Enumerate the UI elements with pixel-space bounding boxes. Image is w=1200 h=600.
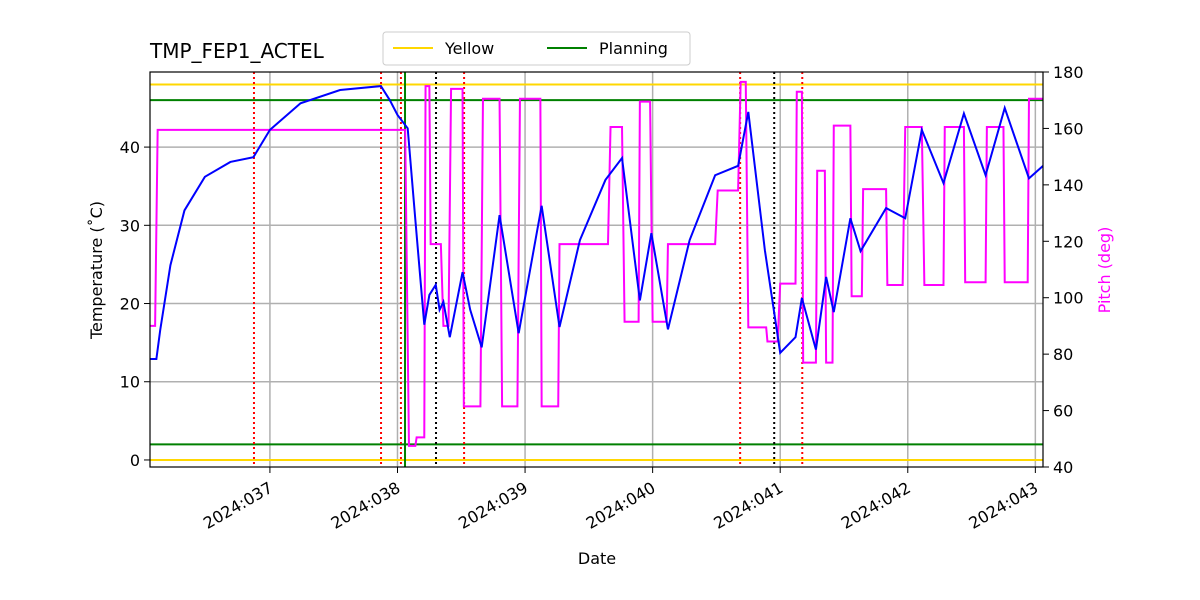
data-line (150, 80, 1043, 447)
legend-label: Planning (599, 39, 668, 58)
y2-tick-label: 120 (1053, 232, 1084, 251)
y2-tick-label: 60 (1053, 402, 1073, 421)
y2-tick-label: 40 (1053, 458, 1073, 477)
x-axis-label: Date (578, 549, 616, 568)
y2-tick-label: 140 (1053, 176, 1084, 195)
legend: Yellow Planning (382, 31, 691, 66)
y2-tick-label: 80 (1053, 345, 1073, 364)
y2-tick-label: 160 (1053, 119, 1084, 138)
x-tick-label: 2024:043 (965, 478, 1041, 533)
plot-frame (149, 71, 1044, 468)
y-tick-label: 10 (120, 373, 140, 392)
y2-axis-label: Pitch (deg) (1095, 227, 1114, 314)
x-tick-label: 2024:038 (328, 478, 404, 533)
y-axis-label: Temperature (˚C) (87, 201, 106, 340)
data-line (150, 85, 1043, 361)
x-tick-label: 2024:039 (455, 478, 531, 533)
y-tick-label: 0 (130, 451, 140, 470)
y-tick-label: 20 (120, 295, 140, 314)
y-tick-label: 30 (120, 216, 140, 235)
legend-label: Yellow (444, 39, 494, 58)
x-tick-label: 2024:041 (710, 478, 786, 533)
y2-tick-label: 180 (1053, 63, 1084, 82)
x-tick-label: 2024:042 (838, 478, 914, 533)
y-tick-label: 40 (120, 138, 140, 157)
y2-tick-label: 100 (1053, 289, 1084, 308)
chart-title: TMP_FEP1_ACTEL (149, 39, 325, 63)
x-tick-label: 2024:040 (583, 478, 659, 533)
plot (150, 72, 1043, 467)
legend-box (382, 31, 691, 66)
x-tick-label: 2024:037 (200, 478, 276, 533)
